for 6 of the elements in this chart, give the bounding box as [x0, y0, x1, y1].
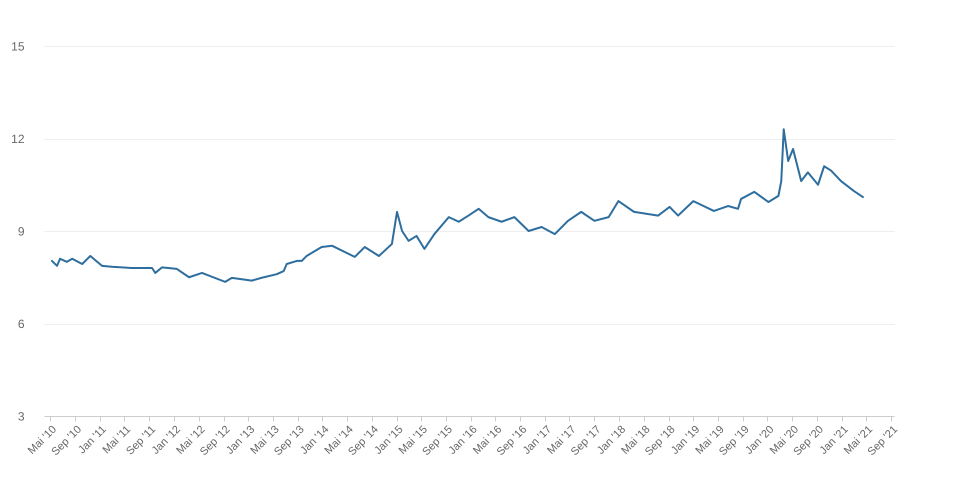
y-tick-label: 12 — [11, 132, 25, 146]
y-tick-label: 9 — [18, 224, 25, 238]
y-tick-label: 15 — [11, 40, 25, 54]
y-tick-label: 6 — [18, 317, 25, 331]
y-tick-label: 3 — [18, 410, 25, 424]
line-series — [50, 128, 864, 283]
